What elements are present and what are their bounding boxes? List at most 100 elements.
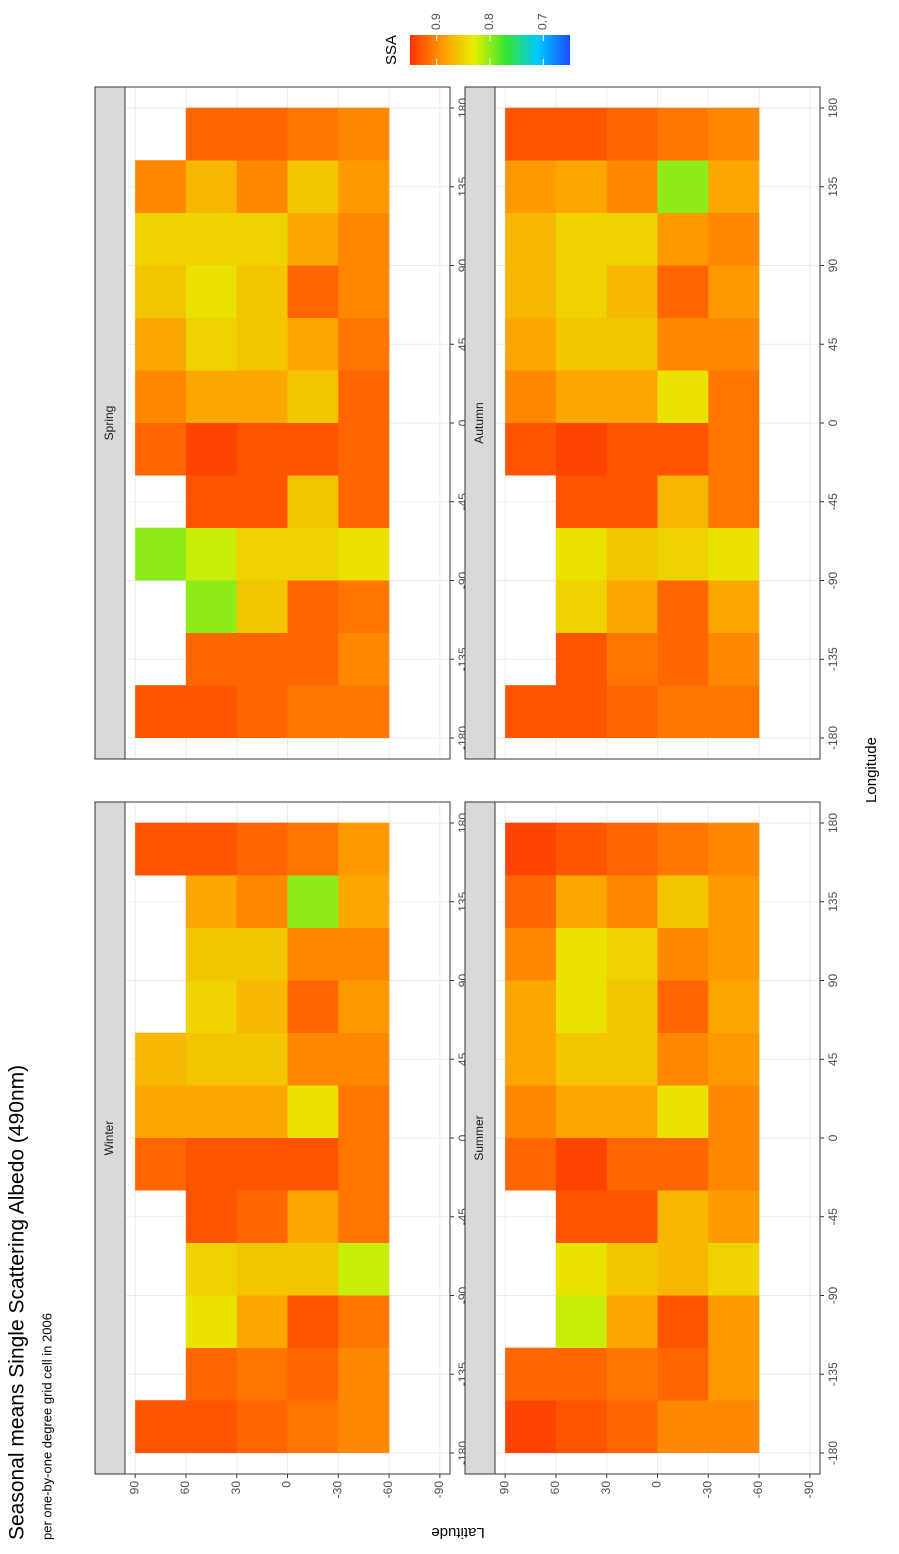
heat-cell (338, 1347, 390, 1401)
heat-cell (505, 370, 557, 423)
heat-cell (287, 317, 339, 371)
heat-cell (338, 212, 390, 266)
heat-cell (287, 875, 339, 928)
heat-cell (606, 875, 658, 928)
heat-cell (657, 527, 709, 581)
heat-cell (657, 685, 709, 738)
heat-cell (185, 1032, 238, 1086)
heat-cell (708, 1085, 760, 1138)
heat-cell (135, 527, 187, 581)
heat-cell (657, 1032, 709, 1086)
heat-cell (606, 1295, 658, 1348)
heat-cell (505, 685, 557, 738)
heat-cell (135, 212, 187, 266)
heat-cell (657, 107, 709, 161)
heat-cell (505, 822, 557, 876)
x-tick-label: -90 (826, 1287, 840, 1305)
heat-cell (287, 1242, 339, 1296)
legend-title: SSA (383, 35, 400, 65)
heat-cell (505, 1137, 557, 1191)
x-tick-label: 180 (826, 813, 840, 833)
heat-cell (606, 1242, 658, 1296)
heat-cell (606, 370, 658, 423)
heat-cell (185, 1242, 238, 1296)
heat-cell (236, 475, 288, 528)
heat-cell (708, 1295, 760, 1348)
heat-cell (657, 160, 709, 213)
heat-cell (185, 317, 238, 371)
heat-cell (555, 1190, 608, 1243)
heat-cell (555, 370, 608, 423)
heat-cell (236, 632, 288, 686)
heat-cell (287, 475, 339, 528)
heat-cell (505, 1032, 557, 1086)
heat-cell (555, 875, 608, 928)
heat-cell (185, 265, 238, 318)
colorbar (410, 35, 570, 65)
heat-cell (135, 317, 187, 371)
heat-cell (555, 160, 608, 213)
heat-cell (708, 822, 760, 876)
heat-cell (287, 980, 339, 1033)
colorbar-tick-label: 0.8 (482, 13, 496, 30)
heat-cell (185, 107, 238, 161)
heat-cell (236, 1347, 288, 1401)
heat-cell (338, 822, 390, 876)
x-tick-label: 180 (826, 98, 840, 118)
heat-cell (135, 685, 187, 738)
heat-cell (185, 1085, 238, 1138)
heat-cell (505, 160, 557, 213)
heat-cell (708, 1137, 760, 1191)
heat-cell (606, 580, 658, 633)
heat-cell (236, 927, 288, 981)
heat-cell (606, 632, 658, 686)
heat-cell (657, 927, 709, 981)
heat-cell (338, 1400, 390, 1453)
heat-cell (606, 317, 658, 371)
heat-cell (135, 422, 187, 476)
heat-cell (287, 1085, 339, 1138)
heat-cell (555, 1137, 608, 1191)
heat-cell (338, 370, 390, 423)
heat-cell (657, 370, 709, 423)
heat-cell (606, 527, 658, 581)
heat-cell (555, 980, 608, 1033)
heat-cell (287, 1137, 339, 1191)
heat-cell (236, 160, 288, 213)
heat-cell (287, 527, 339, 581)
heat-cell (657, 822, 709, 876)
heat-cell (135, 265, 187, 318)
heat-cell (338, 265, 390, 318)
heat-cell (505, 212, 557, 266)
y-tick-label: 30 (599, 1481, 613, 1495)
heat-cell (287, 212, 339, 266)
heat-cell (338, 580, 390, 633)
heat-cell (185, 212, 238, 266)
x-tick-label: 135 (826, 176, 840, 196)
heat-cell (338, 1190, 390, 1243)
heat-cell (338, 1032, 390, 1086)
facet-label: Winter (102, 1121, 116, 1156)
heat-cell (287, 927, 339, 981)
heat-cell (185, 422, 238, 476)
heat-cell (236, 370, 288, 423)
heat-cell (338, 317, 390, 371)
heat-cell (287, 370, 339, 423)
heat-cell (338, 1295, 390, 1348)
heat-cell (287, 580, 339, 633)
heat-cell (657, 1242, 709, 1296)
heat-cell (287, 685, 339, 738)
y-tick-label: 90 (497, 1481, 511, 1495)
heat-cell (287, 107, 339, 161)
heat-cell (657, 212, 709, 266)
heat-cell (338, 475, 390, 528)
heat-cell (338, 927, 390, 981)
x-axis-title: Longitude (863, 737, 880, 803)
x-tick-label: 0 (456, 1134, 470, 1141)
heat-cell (505, 265, 557, 318)
heat-cell (287, 1295, 339, 1348)
heat-cell (505, 1400, 557, 1453)
heat-cell (606, 1032, 658, 1086)
heat-cell (555, 317, 608, 371)
heat-cell (338, 422, 390, 476)
